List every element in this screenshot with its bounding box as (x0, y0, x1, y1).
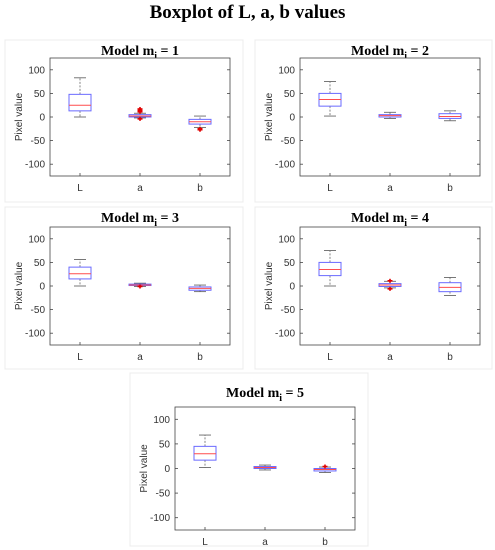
x-tick-label: b (197, 352, 203, 363)
y-tick-label: -50 (156, 489, 171, 500)
box-L (318, 250, 342, 287)
y-tick-label: -50 (31, 305, 46, 316)
box-b (313, 464, 337, 473)
panel-title-subscript: i (154, 51, 157, 62)
x-tick-label: a (262, 537, 268, 548)
x-tick-label: L (77, 183, 83, 194)
panel-title-rest: = 5 (282, 386, 304, 401)
boxplot-panel-4: Model mi = 4 -100 -50 0 50 100 Pixel value L a b (254, 206, 493, 370)
y-tick-label: 50 (34, 258, 46, 269)
y-tick-label: 50 (284, 89, 296, 100)
y-tick-label: 50 (34, 89, 46, 100)
panel-title-main: Model m (351, 44, 405, 59)
y-tick-label: -100 (25, 329, 45, 340)
page-title: Boxplot of L, a, b values (149, 2, 346, 23)
panel-title-main: Model m (351, 211, 405, 226)
y-axis-label: Pixel value (14, 92, 25, 141)
boxplot-panel-3: Model mi = 3 -100 -50 0 50 100 Pixel value L a b (4, 206, 244, 370)
y-tick-label: -50 (281, 136, 296, 147)
panel-title-subscript: i (404, 51, 407, 62)
y-tick-label: -50 (31, 136, 46, 147)
y-axis-label: Pixel value (14, 261, 25, 310)
y-tick-label: 0 (164, 464, 170, 475)
boxplot-panel-1: Model mi = 1 -100 -50 0 50 100 Pixel value L a b (4, 39, 244, 203)
panel-title: Model mi = 2 (351, 44, 429, 62)
x-tick-label: a (137, 183, 143, 194)
x-tick-label: b (197, 183, 203, 194)
x-tick-label: a (387, 183, 393, 194)
box-a (128, 106, 152, 121)
box-L (68, 259, 92, 287)
y-tick-label: 50 (284, 258, 296, 269)
panel-title-rest: = 4 (407, 211, 429, 226)
panel-title-rest: = 2 (407, 44, 429, 59)
x-tick-label: b (322, 537, 328, 548)
panel-title-subscript: i (279, 393, 282, 404)
y-tick-label: 100 (153, 415, 170, 426)
box-iqr (68, 266, 92, 280)
box-a (378, 278, 402, 291)
box-a (128, 282, 152, 289)
panel-title: Model mi = 3 (101, 211, 179, 229)
panel-title: Model mi = 5 (226, 386, 304, 404)
y-tick-label: -100 (275, 160, 295, 171)
x-tick-label: L (327, 352, 333, 363)
x-tick-label: L (327, 183, 333, 194)
y-tick-label: 100 (28, 65, 45, 76)
panel-title-main: Model m (101, 44, 155, 59)
y-tick-label: -50 (281, 305, 296, 316)
panel-title-subscript: i (154, 218, 157, 229)
y-tick-label: -100 (150, 513, 170, 524)
box-L (193, 434, 217, 468)
box-L (318, 81, 342, 117)
y-tick-label: 0 (39, 282, 45, 293)
box-a (378, 111, 402, 119)
box-b (438, 110, 462, 122)
y-axis-label: Pixel value (264, 261, 275, 310)
y-tick-label: 0 (289, 113, 295, 124)
x-tick-label: a (137, 352, 143, 363)
x-tick-label: L (77, 352, 83, 363)
y-axis-label: Pixel value (139, 444, 150, 493)
y-tick-label: 100 (278, 234, 295, 245)
box-L (68, 77, 92, 118)
box-b (188, 115, 212, 132)
panel-title-main: Model m (226, 386, 280, 401)
y-tick-label: 0 (39, 113, 45, 124)
y-tick-label: 100 (28, 234, 45, 245)
boxplot-panel-2: Model mi = 2 -100 -50 0 50 100 Pixel value L a b (254, 39, 493, 203)
panel-title-main: Model m (101, 211, 155, 226)
x-tick-label: L (202, 537, 208, 548)
x-tick-label: a (387, 352, 393, 363)
boxplot-panel-5: Model mi = 5 -100 -50 0 50 100 Pixel value L a b (129, 372, 369, 548)
box-b (438, 277, 462, 296)
panel-title-rest: = 1 (157, 44, 179, 59)
box-iqr (68, 93, 92, 112)
panel-title-rest: = 3 (157, 211, 179, 226)
panel-title-subscript: i (404, 218, 407, 229)
y-axis-label: Pixel value (264, 92, 275, 141)
panel-title: Model mi = 1 (101, 44, 179, 62)
y-tick-label: -100 (25, 160, 45, 171)
y-tick-label: 0 (289, 282, 295, 293)
box-b (188, 284, 212, 293)
x-tick-label: b (447, 352, 453, 363)
y-tick-label: -100 (275, 329, 295, 340)
x-tick-label: b (447, 183, 453, 194)
box-a (253, 464, 277, 471)
y-tick-label: 50 (159, 439, 171, 450)
panel-title: Model mi = 4 (351, 211, 429, 229)
y-tick-label: 100 (278, 65, 295, 76)
